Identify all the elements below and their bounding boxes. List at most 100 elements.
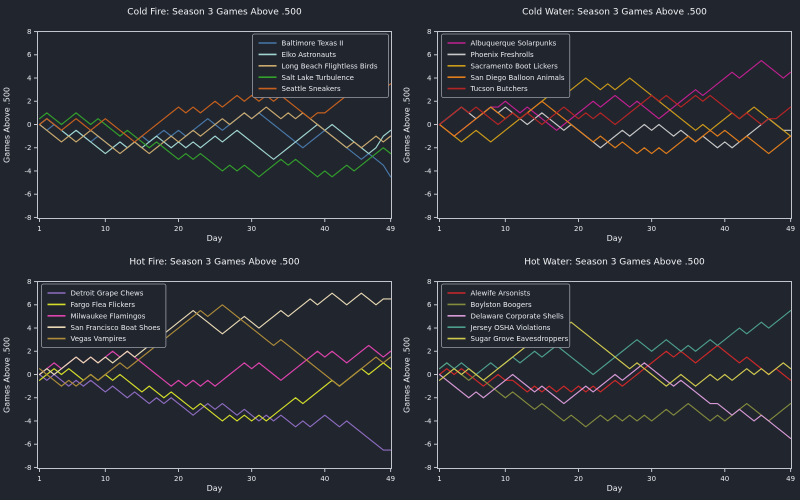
- series-line-albuquerque-solarpunks: [438, 60, 792, 137]
- legend-item: Detroit Grape Chews: [47, 290, 144, 298]
- legend-item: San Diego Balloon Animals: [447, 74, 565, 82]
- x-axis-label: Day: [607, 234, 623, 243]
- legend-item: Fargo Flea Flickers: [47, 301, 136, 309]
- legend-label: Boylston Boogers: [471, 301, 533, 309]
- chart-cold-fire: Cold Fire: Season 3 Games Above .500 -8 -6…: [0, 0, 400, 250]
- legend-item: Salt Lake Turbulence: [258, 74, 354, 82]
- legend-item: Elko Astronauts: [258, 51, 336, 59]
- y-tick-label: 8: [27, 278, 31, 286]
- legend-label: Sugar Grove Eavesdroppers: [471, 335, 569, 343]
- x-tick-label: 30: [647, 475, 656, 483]
- y-tick-label: -2: [425, 394, 432, 402]
- legend-label: Delaware Corporate Shells: [471, 312, 564, 320]
- y-tick-label: 0: [27, 121, 31, 129]
- legend-box: [252, 33, 389, 98]
- legend-label: Sacramento Boot Lickers: [471, 62, 559, 70]
- legend-label: Albuquerque Solarpunks: [471, 40, 557, 48]
- legend: Baltimore Texas II Elko Astronauts Long Be…: [252, 33, 389, 98]
- x-tick-label: 49: [386, 475, 395, 483]
- legend-label: Vegas Vampires: [71, 335, 127, 343]
- x-tick-label: 20: [174, 475, 183, 483]
- y-tick-label: -8: [25, 464, 32, 472]
- legend-box: [41, 283, 167, 348]
- legend-label: Phoenix Freshrolls: [471, 51, 535, 59]
- y-tick-label: -8: [25, 214, 32, 222]
- x-tick-label: 1: [37, 475, 41, 483]
- legend: Detroit Grape Chews Fargo Flea Flickers Mi…: [41, 283, 167, 348]
- legend-item: Sugar Grove Eavesdroppers: [447, 335, 569, 343]
- x-tick-label: 20: [574, 225, 583, 233]
- y-tick-label: -2: [425, 144, 432, 152]
- series-line-long-beach-flightless-birds: [38, 106, 392, 155]
- series-line-elko-astronauts: [38, 118, 392, 160]
- legend-item: Seattle Sneakers: [258, 85, 341, 93]
- x-tick-label: 30: [647, 225, 656, 233]
- y-tick-label: 4: [427, 324, 432, 332]
- y-tick-label: -6: [425, 191, 433, 199]
- y-tick-label: 2: [427, 348, 431, 356]
- series-line-delaware-corporate-shells: [438, 362, 792, 439]
- y-axis-label: Games Above .500: [3, 87, 12, 163]
- y-tick-label: 6: [427, 51, 432, 59]
- x-tick-label: 40: [720, 475, 729, 483]
- series-line-san-diego-balloon-animals: [438, 100, 792, 155]
- y-tick-label: -6: [425, 441, 433, 449]
- series-line-salt-lake-turbulence: [38, 112, 392, 178]
- x-tick-label: 10: [101, 475, 110, 483]
- chart-title: Cold Fire: Season 3 Games Above .500: [127, 8, 302, 18]
- y-tick-label: -8: [425, 214, 432, 222]
- legend-item: Phoenix Freshrolls: [447, 51, 535, 59]
- y-tick-label: 2: [427, 98, 431, 106]
- legend-label: Fargo Flea Flickers: [71, 301, 136, 309]
- legend-label: Jersey OSHA Violations: [470, 324, 551, 332]
- legend-item: Alewife Arsonists: [447, 290, 531, 298]
- legend-item: Baltimore Texas II: [258, 40, 343, 48]
- series-line-vegas-vampires: [38, 304, 392, 387]
- legend-label: Milwaukee Flamingos: [71, 312, 146, 320]
- y-axis-label: Games Above .500: [403, 87, 412, 163]
- y-tick-label: 6: [27, 51, 32, 59]
- series-line-alewife-arsonists: [438, 344, 792, 393]
- y-tick-label: 4: [27, 74, 32, 82]
- chart-hot-water: Hot Water: Season 3 Games Above .500 -8 -6…: [400, 250, 800, 500]
- y-tick-label: 4: [427, 74, 432, 82]
- x-tick-label: 49: [786, 475, 795, 483]
- x-tick-label: 10: [501, 225, 510, 233]
- x-tick-label: 30: [247, 475, 256, 483]
- chart-title: Hot Water: Season 3 Games Above .500: [524, 258, 705, 268]
- x-tick-label: 20: [574, 475, 583, 483]
- series-line-sugar-grove-eavesdroppers: [438, 321, 792, 387]
- chart-svg-cold-water: Cold Water: Season 3 Games Above .500 -8 -…: [400, 0, 800, 250]
- chart-title: Cold Water: Season 3 Games Above .500: [522, 8, 707, 18]
- x-tick-label: 40: [320, 475, 329, 483]
- x-tick-label: 10: [101, 225, 110, 233]
- legend-item: Sacramento Boot Lickers: [447, 62, 559, 70]
- legend-item: Long Beach Flightless Birds: [258, 62, 378, 70]
- legend-item: Jersey OSHA Violations: [447, 324, 551, 332]
- y-tick-label: 0: [27, 371, 31, 379]
- legend-item: Delaware Corporate Shells: [447, 312, 564, 320]
- y-tick-label: 2: [27, 98, 31, 106]
- x-axis-label: Day: [207, 234, 223, 243]
- y-tick-label: 8: [27, 28, 31, 36]
- legend-label: San Diego Balloon Animals: [471, 74, 565, 82]
- x-tick-label: 49: [386, 225, 395, 233]
- chart-svg-cold-fire: Cold Fire: Season 3 Games Above .500 -8 -6…: [0, 0, 400, 250]
- y-axis-label: Games Above .500: [403, 337, 412, 413]
- legend-item: San Francisco Boat Shoes: [47, 324, 161, 332]
- x-tick-label: 1: [437, 225, 441, 233]
- x-tick-label: 1: [437, 475, 441, 483]
- legend-item: Albuquerque Solarpunks: [447, 40, 557, 48]
- chart-title: Hot Fire: Season 3 Games Above .500: [129, 258, 299, 268]
- x-tick-label: 10: [501, 475, 510, 483]
- legend-label: Seattle Sneakers: [282, 85, 341, 93]
- chart-hot-fire: Hot Fire: Season 3 Games Above .500 -8 -6 -…: [0, 250, 400, 500]
- legend-item: Tucson Butchers: [447, 85, 528, 93]
- x-tick-label: 40: [320, 225, 329, 233]
- legend-item: Boylston Boogers: [447, 301, 533, 309]
- legend-box: [441, 33, 571, 98]
- series-line-san-francisco-boat-shoes: [38, 292, 392, 376]
- y-tick-label: 4: [27, 324, 32, 332]
- legend-label: Salt Lake Turbulence: [282, 74, 354, 82]
